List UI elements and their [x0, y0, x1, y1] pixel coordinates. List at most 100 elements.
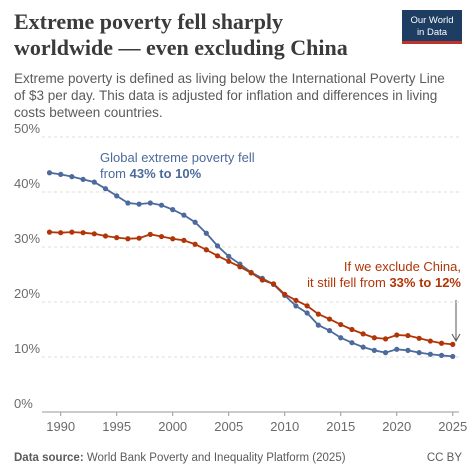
point: [315, 322, 321, 328]
point: [226, 253, 232, 259]
subtitle: of $3 per day. This data is adjusted for…: [14, 88, 437, 103]
point: [293, 303, 299, 309]
x-tick-label: 2000: [158, 419, 187, 434]
point: [147, 231, 153, 237]
x-tick-label: 2005: [214, 419, 243, 434]
source-text: World Bank Poverty and Inequality Platfo…: [87, 452, 346, 464]
point: [438, 340, 445, 346]
point: [136, 201, 142, 207]
point: [450, 353, 456, 360]
point: [427, 351, 433, 357]
logo-text: Our World: [410, 15, 453, 26]
point: [91, 231, 97, 237]
point: [102, 186, 109, 192]
logo: [402, 10, 462, 44]
y-tick-label: 0%: [14, 396, 33, 411]
point: [438, 352, 445, 358]
point: [304, 303, 310, 309]
point: [46, 170, 53, 176]
annotation-text: from: [100, 166, 130, 181]
point: [214, 243, 221, 249]
point: [181, 212, 187, 218]
logo-bar: [402, 41, 462, 44]
point: [360, 331, 366, 337]
annotation: it still fell from 33% to 12%: [307, 275, 461, 290]
point: [136, 235, 142, 241]
point: [46, 229, 53, 235]
point: [326, 316, 333, 322]
y-tick-label: 10%: [14, 341, 40, 356]
x-tick-label: 2015: [326, 419, 355, 434]
annotation: Global extreme poverty fell: [100, 150, 255, 165]
x-tick-label: 2020: [382, 419, 411, 434]
point: [226, 258, 232, 264]
point: [58, 171, 64, 177]
point: [394, 332, 400, 338]
point: [293, 297, 299, 303]
point: [125, 200, 131, 206]
arrow: [451, 300, 461, 343]
annotation-bold: 33% to 12%: [389, 275, 461, 290]
point: [170, 207, 176, 213]
point: [405, 347, 411, 353]
annotation: from 43% to 10%: [100, 166, 202, 181]
point: [349, 326, 355, 333]
point: [147, 200, 153, 206]
annotation: If we exclude China,: [344, 259, 461, 274]
source-label: Data source:: [14, 452, 84, 464]
point: [450, 341, 456, 347]
point: [69, 174, 75, 180]
point: [69, 229, 75, 235]
point: [114, 193, 120, 199]
subtitle: costs between countries.: [14, 105, 163, 120]
chart-title: Extreme poverty fell sharply: [14, 9, 283, 34]
point: [405, 332, 411, 339]
logo-text: in Data: [417, 27, 448, 38]
annotation-text: If we exclude China,: [344, 259, 461, 274]
point: [91, 179, 97, 185]
point: [181, 237, 187, 243]
y-tick-label: 40%: [14, 176, 40, 191]
point: [203, 230, 209, 236]
point: [248, 270, 254, 276]
point: [80, 176, 86, 182]
point: [270, 281, 277, 287]
point: [214, 253, 221, 259]
point: [326, 328, 333, 334]
point: [416, 335, 422, 341]
point: [304, 310, 310, 316]
point: [338, 321, 344, 328]
x-tick-label: 2025: [438, 419, 467, 434]
point: [360, 344, 366, 350]
x-tick-label: 1995: [102, 419, 131, 434]
point: [282, 291, 288, 297]
point: [58, 230, 64, 236]
point: [170, 236, 176, 242]
point: [158, 202, 165, 208]
point: [427, 338, 433, 344]
point: [349, 340, 355, 346]
point: [394, 346, 400, 352]
license: CC BY: [427, 452, 462, 464]
point: [315, 311, 321, 317]
point: [237, 264, 243, 270]
point: [371, 335, 377, 341]
point: [80, 230, 86, 236]
x-tick-label: 1990: [46, 419, 75, 434]
point: [102, 233, 109, 239]
point: [416, 350, 422, 356]
point: [125, 236, 131, 242]
point: [338, 335, 344, 341]
annotation-text: Global extreme poverty fell: [100, 150, 255, 165]
y-tick-label: 30%: [14, 231, 40, 246]
point: [203, 247, 209, 253]
annotation-text: it still fell from: [307, 275, 389, 290]
point: [192, 219, 198, 225]
point: [259, 277, 265, 283]
y-tick-label: 50%: [14, 121, 40, 136]
point: [192, 241, 198, 247]
subtitle: Extreme poverty is defined as living bel…: [14, 71, 445, 86]
chart-title: worldwide — even excluding China: [14, 35, 348, 60]
y-tick-label: 20%: [14, 286, 40, 301]
